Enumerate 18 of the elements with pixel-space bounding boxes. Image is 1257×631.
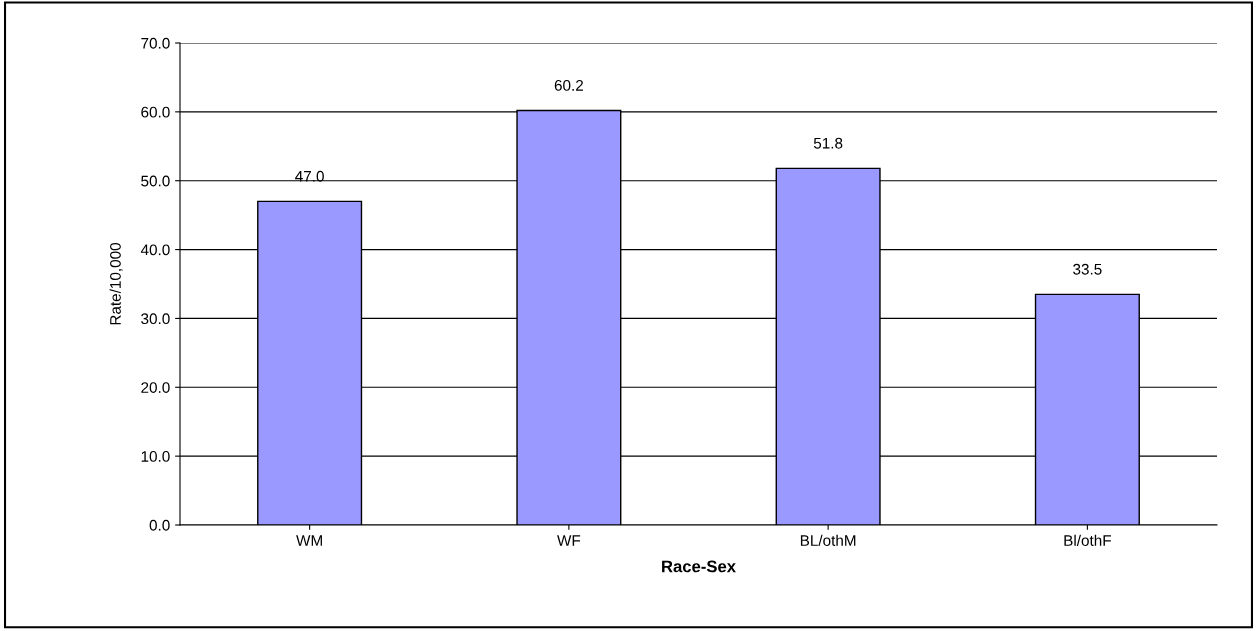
y-tick-label: 50.0 (141, 175, 170, 187)
data-label: 33.5 (1073, 263, 1102, 275)
y-tick-label: 40.0 (140, 244, 170, 256)
x-tick-label: Bl/othF (1064, 534, 1111, 546)
y-tick-label: 10.0 (141, 451, 170, 462)
y-tick-label: 60.0 (141, 106, 170, 118)
x-tick-label: WF (557, 535, 581, 546)
data-label: 51.8 (813, 137, 843, 149)
y-axis-title: Rate/10,000 (109, 242, 123, 325)
x-tick-label: WM (296, 535, 322, 546)
y-tick-label: 30.0 (141, 313, 170, 325)
x-axis-title: Race-Sex (662, 560, 736, 573)
y-tick-label: 70.0 (141, 37, 170, 49)
data-label: 60.2 (554, 79, 583, 91)
y-tick-label: 20.0 (141, 382, 170, 393)
data-label: 47.0 (295, 170, 324, 182)
y-tick-label: 0.0 (149, 519, 170, 531)
x-tick-label: BL/othM (800, 534, 856, 546)
